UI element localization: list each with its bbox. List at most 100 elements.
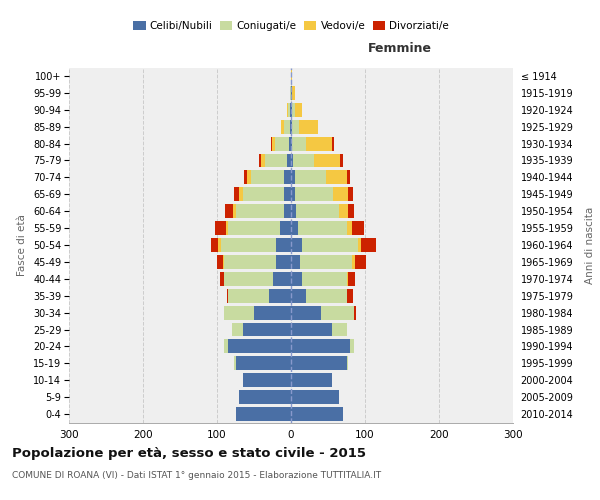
Bar xyxy=(287,103,288,117)
Bar xyxy=(347,356,348,370)
Bar xyxy=(340,154,343,168)
Bar xyxy=(280,221,291,235)
Bar xyxy=(290,86,291,100)
Bar xyxy=(233,204,235,218)
Bar xyxy=(348,188,353,201)
Bar xyxy=(287,154,291,168)
Bar xyxy=(293,154,314,168)
Bar xyxy=(225,204,233,218)
Bar xyxy=(348,272,355,285)
Bar xyxy=(243,322,291,336)
Bar xyxy=(254,306,291,320)
Bar xyxy=(291,204,296,218)
Bar xyxy=(291,340,350,353)
Bar xyxy=(339,204,348,218)
Bar xyxy=(223,255,224,269)
Bar xyxy=(291,322,332,336)
Bar xyxy=(347,272,348,285)
Bar xyxy=(333,188,348,201)
Bar xyxy=(291,306,320,320)
Bar xyxy=(291,154,293,168)
Bar xyxy=(290,103,291,117)
Bar xyxy=(302,272,347,285)
Y-axis label: Fasce di età: Fasce di età xyxy=(17,214,28,276)
Bar xyxy=(234,356,235,370)
Bar xyxy=(269,289,291,302)
Bar xyxy=(227,289,228,302)
Bar xyxy=(296,204,339,218)
Bar xyxy=(235,407,291,421)
Bar xyxy=(314,154,340,168)
Bar xyxy=(239,188,243,201)
Bar xyxy=(352,221,364,235)
Bar xyxy=(265,154,287,168)
Bar xyxy=(358,238,361,252)
Bar xyxy=(295,103,302,117)
Bar xyxy=(284,120,290,134)
Bar xyxy=(260,154,265,168)
Text: COMUNE DI ROANA (VI) - Dati ISTAT 1° gennaio 2015 - Elaborazione TUTTITALIA.IT: COMUNE DI ROANA (VI) - Dati ISTAT 1° gen… xyxy=(12,471,381,480)
Bar xyxy=(291,390,339,404)
Bar xyxy=(224,340,228,353)
Bar xyxy=(288,103,290,117)
Bar xyxy=(292,136,306,150)
Bar xyxy=(217,255,223,269)
Bar xyxy=(220,272,224,285)
Bar xyxy=(228,289,269,302)
Bar xyxy=(292,103,295,117)
Bar xyxy=(348,204,354,218)
Bar xyxy=(291,407,343,421)
Bar xyxy=(235,356,291,370)
Bar xyxy=(300,255,352,269)
Bar xyxy=(332,322,347,336)
Bar xyxy=(350,340,354,353)
Bar xyxy=(291,272,302,285)
Bar xyxy=(347,170,350,184)
Bar xyxy=(290,120,291,134)
Bar xyxy=(291,188,295,201)
Bar xyxy=(295,188,333,201)
Bar xyxy=(347,221,352,235)
Bar xyxy=(281,120,284,134)
Bar xyxy=(284,188,291,201)
Bar xyxy=(291,221,298,235)
Bar xyxy=(292,120,299,134)
Bar xyxy=(347,289,353,302)
Bar xyxy=(291,170,295,184)
Bar xyxy=(259,154,260,168)
Bar xyxy=(291,103,292,117)
Bar xyxy=(361,238,376,252)
Bar xyxy=(235,204,284,218)
Bar xyxy=(276,255,291,269)
Bar xyxy=(275,136,289,150)
Bar xyxy=(320,306,354,320)
Bar xyxy=(352,255,355,269)
Legend: Celibi/Nubili, Coniugati/e, Vedovi/e, Divorziati/e: Celibi/Nubili, Coniugati/e, Vedovi/e, Di… xyxy=(130,18,452,34)
Bar xyxy=(291,136,292,150)
Bar xyxy=(332,136,334,150)
Bar xyxy=(224,306,254,320)
Bar xyxy=(215,221,226,235)
Bar xyxy=(289,136,291,150)
Bar xyxy=(295,170,326,184)
Bar xyxy=(284,204,291,218)
Text: Popolazione per età, sesso e stato civile - 2015: Popolazione per età, sesso e stato civil… xyxy=(12,448,366,460)
Bar xyxy=(291,120,292,134)
Bar xyxy=(221,238,276,252)
Bar xyxy=(228,340,291,353)
Bar xyxy=(291,356,347,370)
Bar xyxy=(226,221,228,235)
Text: Femmine: Femmine xyxy=(368,42,432,55)
Bar xyxy=(299,120,317,134)
Bar xyxy=(243,188,284,201)
Bar xyxy=(291,238,302,252)
Bar xyxy=(302,238,358,252)
Bar xyxy=(317,120,319,134)
Bar xyxy=(224,255,276,269)
Bar xyxy=(272,136,275,150)
Bar xyxy=(271,136,272,150)
Bar xyxy=(326,170,347,184)
Y-axis label: Anni di nascita: Anni di nascita xyxy=(584,206,595,284)
Bar xyxy=(251,170,284,184)
Bar xyxy=(291,374,332,387)
